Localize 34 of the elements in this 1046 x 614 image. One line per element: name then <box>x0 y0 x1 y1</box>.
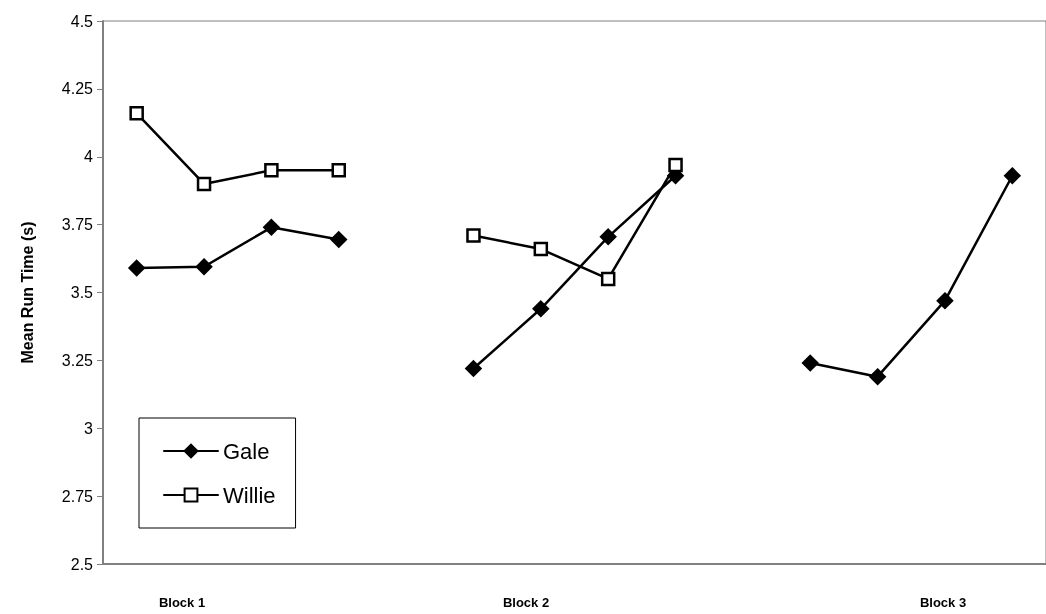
text: Block 1 <box>158 595 206 610</box>
text: Block 2 <box>502 595 550 610</box>
point <box>802 354 819 372</box>
legend-label: Willie <box>223 482 276 508</box>
y-tick-label: 2.75 <box>61 487 94 505</box>
point <box>264 163 279 178</box>
point <box>128 259 145 277</box>
text: Block 3 <box>919 595 967 610</box>
point <box>600 271 616 287</box>
point <box>668 157 683 173</box>
y-tick-label: 4 <box>84 148 94 166</box>
point <box>869 368 886 385</box>
point <box>195 258 213 275</box>
point <box>465 360 482 377</box>
point <box>532 300 550 318</box>
point <box>330 231 347 248</box>
y-tick-label: 3.5 <box>70 284 94 301</box>
point <box>466 228 481 243</box>
point <box>331 163 346 178</box>
y-axis-title: Mean Run Time (s) <box>18 221 36 364</box>
point <box>936 292 954 309</box>
legend-label: Gale <box>223 438 270 464</box>
y-tick-label: 4.5 <box>70 12 94 30</box>
y-tick-label: 3.25 <box>61 351 94 369</box>
y-tick-label: 4.25 <box>61 80 94 98</box>
point <box>196 176 212 192</box>
y-tick-label: 2.5 <box>70 555 94 573</box>
point <box>263 219 280 236</box>
y-tick-label: 3 <box>84 419 94 437</box>
point <box>1004 167 1021 185</box>
y-tick-label: 3.75 <box>61 216 94 234</box>
point <box>533 241 549 257</box>
point <box>599 228 617 246</box>
point <box>129 106 144 121</box>
